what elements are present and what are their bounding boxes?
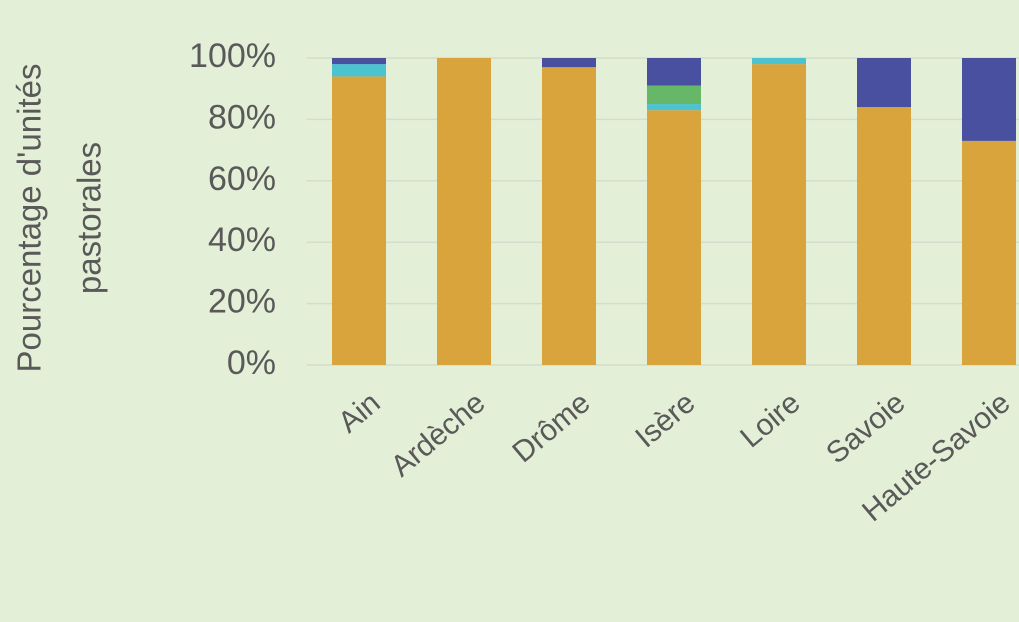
y-tick-label: 80% [208, 98, 276, 136]
bar-segment [647, 85, 701, 105]
y-tick-label: 0% [227, 344, 276, 382]
bar-segment [752, 64, 806, 365]
bar-segment [332, 76, 386, 366]
y-tick-label: 100% [189, 37, 276, 75]
bar-segment [647, 104, 701, 111]
bar-segment [647, 110, 701, 365]
bar-segment [332, 58, 386, 65]
bar-segment [542, 67, 596, 366]
bar-segment [437, 58, 491, 365]
y-axis-label: Pourcentage d'unités [11, 63, 48, 372]
bar-segment [962, 140, 1016, 365]
y-tick-label: 20% [208, 283, 276, 321]
bar-segment [542, 58, 596, 68]
bar-segment [857, 107, 911, 366]
bar-segment [752, 58, 806, 65]
bar-segment [962, 58, 1016, 141]
y-tick-label: 40% [208, 221, 276, 259]
y-tick-label: 60% [208, 160, 276, 198]
bar-segment [332, 64, 386, 77]
y-axis-label: pastorales [71, 142, 108, 294]
bar-segment [647, 58, 701, 86]
bar-segment [857, 58, 911, 108]
